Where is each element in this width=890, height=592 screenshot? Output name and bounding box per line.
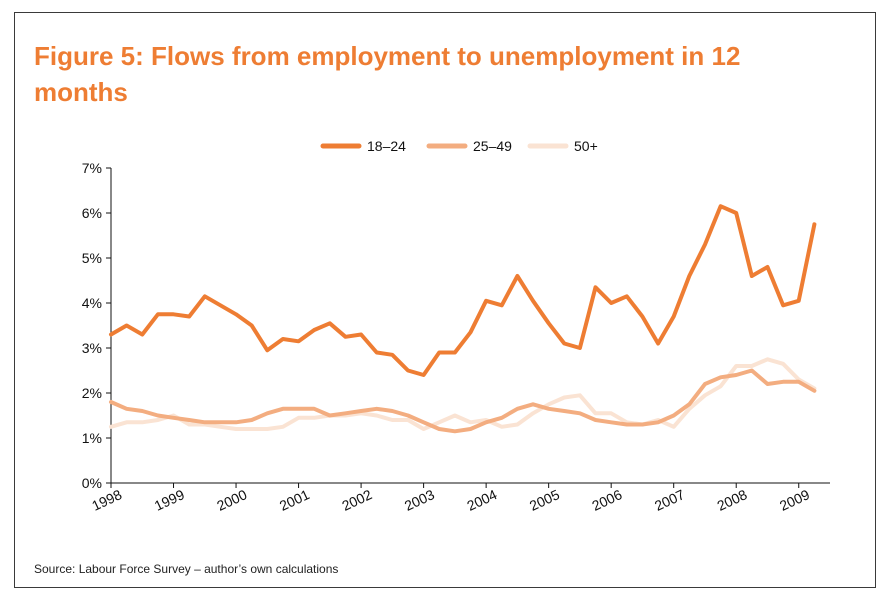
series-line-3	[109, 357, 817, 431]
x-tick-label: 2000	[214, 486, 249, 514]
series-line-1	[109, 204, 817, 377]
y-tick-label: 3%	[82, 340, 102, 356]
y-tick-label: 1%	[82, 430, 102, 446]
source-note: Source: Labour Force Survey – author’s o…	[34, 562, 339, 576]
x-tick-label: 2006	[589, 486, 624, 514]
legend-label-2: 25–49	[473, 138, 512, 154]
y-tick-label: 2%	[82, 385, 102, 401]
x-tick-label: 2002	[339, 486, 374, 514]
series-layer	[109, 204, 817, 434]
legend-label-3: 50+	[574, 138, 598, 154]
y-tick-label: 7%	[82, 160, 102, 176]
figure-frame	[14, 12, 876, 588]
figure-title: Figure 5: Flows from employment to unemp…	[34, 41, 741, 107]
x-tick-label: 1999	[152, 486, 187, 514]
y-tick-label: 5%	[82, 250, 102, 266]
legend-label-1: 18–24	[367, 138, 406, 154]
x-tick-label: 2004	[464, 486, 499, 514]
x-tick-label: 2007	[652, 486, 687, 514]
x-tick-label: 2009	[777, 486, 812, 514]
y-tick-label: 0%	[82, 475, 102, 491]
x-tick-label: 2001	[277, 486, 312, 514]
y-tick-label: 6%	[82, 205, 102, 221]
chart-legend: 18–24 25–49 50+	[320, 138, 598, 154]
series-line-2	[109, 368, 817, 434]
y-tick-label: 4%	[82, 295, 102, 311]
x-tick-label: 2003	[402, 486, 437, 514]
x-tick-label: 2008	[714, 486, 749, 514]
x-tick-label: 2005	[527, 486, 562, 514]
